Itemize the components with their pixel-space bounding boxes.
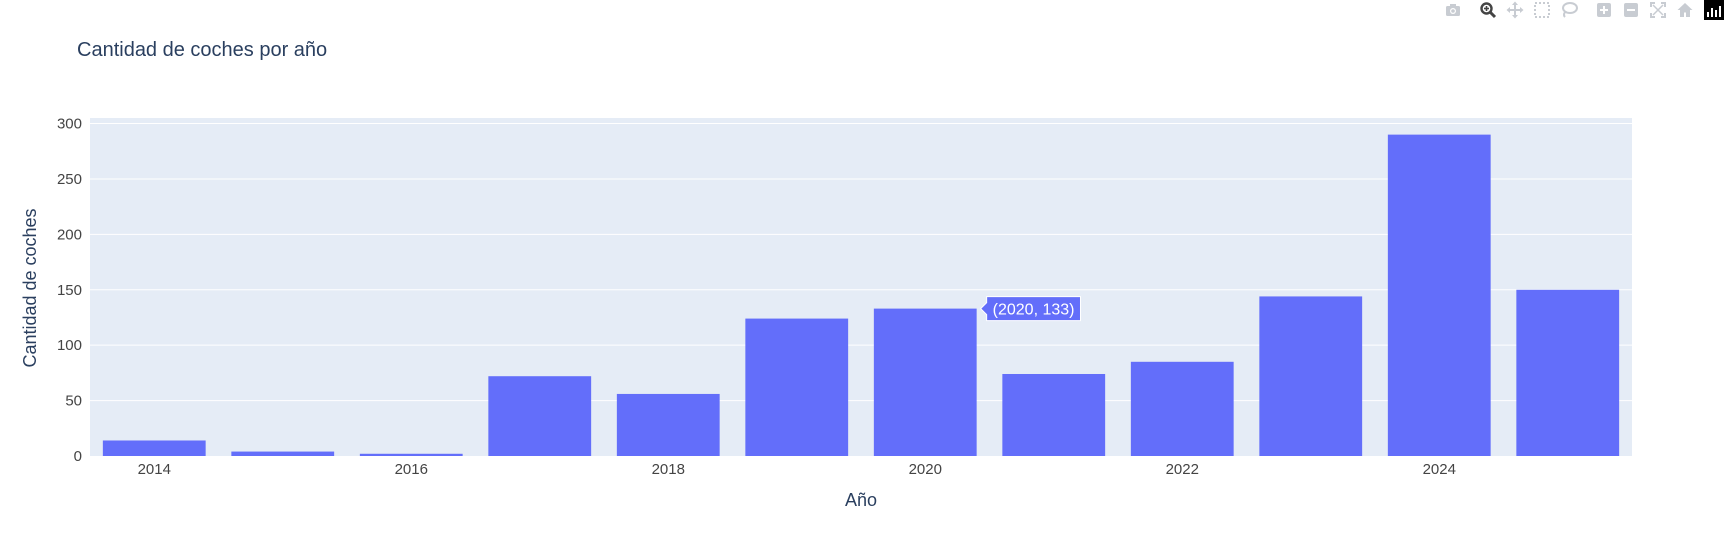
autoscale-icon[interactable] (1644, 0, 1671, 20)
bar-2022[interactable] (1130, 361, 1234, 456)
plotly-logo-icon[interactable] (1704, 0, 1724, 20)
x-tick-label: 2018 (652, 461, 685, 478)
y-tick-label: 100 (57, 337, 82, 354)
zoom-in-icon[interactable] (1590, 0, 1617, 20)
pan-icon[interactable] (1501, 0, 1528, 20)
reset-axes-icon[interactable] (1671, 0, 1698, 20)
bar-2014[interactable] (102, 440, 206, 456)
y-tick-label: 150 (57, 282, 82, 299)
bar-2025[interactable] (1516, 289, 1620, 456)
modebar (1439, 0, 1724, 20)
y-tick-label: 0 (74, 448, 82, 465)
y-tick-label: 300 (57, 116, 82, 133)
bar-2015[interactable] (231, 451, 335, 456)
x-tick-label: 2024 (1423, 461, 1456, 478)
chart-title: Cantidad de coches por año (77, 39, 327, 61)
x-axis-label: Año (845, 490, 877, 510)
bar-2021[interactable] (1002, 373, 1106, 456)
bars (102, 134, 1620, 456)
x-tick-label: 2014 (138, 461, 171, 478)
zoom-out-icon[interactable] (1617, 0, 1644, 20)
bar-2016[interactable] (359, 453, 463, 456)
y-tick-label: 250 (57, 171, 82, 188)
y-axis-ticks: 0 50 100 150 200 250 300 (57, 116, 82, 465)
gridlines (90, 123, 1632, 402)
x-tick-label: 2020 (909, 461, 942, 478)
y-tick-label: 50 (65, 393, 82, 410)
y-tick-label: 200 (57, 226, 82, 243)
y-axis-label: Cantidad de coches (20, 208, 40, 367)
lasso-select-icon[interactable] (1555, 0, 1582, 20)
hover-tooltip: (2020, 133) (979, 296, 1081, 322)
bar-2017[interactable] (488, 376, 592, 456)
x-axis-ticks: 2014 2016 2018 2020 2022 2024 (138, 461, 1456, 478)
bar-2018[interactable] (616, 393, 720, 456)
zoom-icon[interactable] (1474, 0, 1501, 20)
camera-icon[interactable] (1439, 0, 1466, 20)
bar-2020[interactable] (873, 308, 977, 456)
x-tick-label: 2016 (395, 461, 428, 478)
bar-2023[interactable] (1259, 296, 1363, 456)
x-tick-label: 2022 (1166, 461, 1199, 478)
plot-area[interactable] (90, 118, 1632, 456)
hover-box (979, 296, 1081, 322)
bar-2019[interactable] (745, 318, 849, 456)
hover-label: (2020, 133) (993, 302, 1075, 319)
bar-2024[interactable] (1387, 134, 1491, 456)
box-select-icon[interactable] (1528, 0, 1555, 20)
